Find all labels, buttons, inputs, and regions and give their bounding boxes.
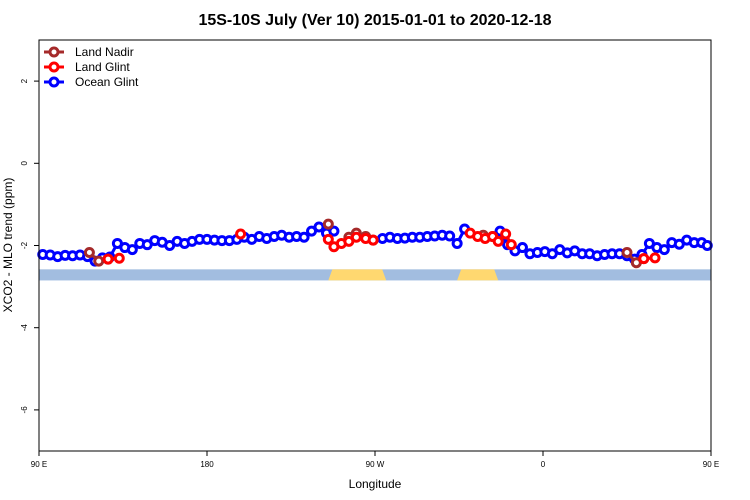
ocean-glint-point <box>516 242 528 254</box>
legend-item-land-nadir: Land Nadir <box>44 45 134 59</box>
land-nadir-point <box>93 255 105 267</box>
x-tick-label: 90 E <box>31 460 47 469</box>
x-tick-label: 90 E <box>703 460 719 469</box>
x-tick-label: 180 <box>200 460 214 469</box>
land-glint-point <box>638 253 650 265</box>
ocean-glint-point <box>451 237 463 249</box>
legend-label: Ocean Glint <box>75 75 139 89</box>
ocean-glint-point <box>701 240 713 251</box>
y-tick-label: -4 <box>20 324 29 332</box>
land-glint-point <box>350 231 362 243</box>
ocean-glint-point <box>444 230 456 242</box>
chart-title: 15S-10S July (Ver 10) 2015-01-01 to 2020… <box>198 12 551 29</box>
legend-swatch-marker <box>48 46 60 58</box>
ocean-glint-point <box>313 221 325 233</box>
y-axis: -6 -4 -2 0 2 <box>20 78 39 413</box>
y-tick-label: -6 <box>20 406 29 414</box>
land-glint-point <box>322 233 334 245</box>
legend-item-land-glint: Land Glint <box>44 60 130 74</box>
legend-swatch-marker <box>48 61 60 73</box>
ocean-glint-point <box>126 244 138 256</box>
ocean-glint-point <box>298 231 310 243</box>
legend-label: Land Nadir <box>75 45 134 59</box>
series-layer <box>37 218 713 269</box>
ocean-glint-point <box>658 244 670 256</box>
x-tick-label: 0 <box>541 460 546 469</box>
surface-band <box>39 269 711 281</box>
land-nadir-point <box>322 218 334 230</box>
land-nadir-point <box>621 246 633 258</box>
land-glint-point <box>649 252 661 264</box>
land-nadir-point <box>83 246 95 258</box>
land-glint-point <box>367 234 379 246</box>
land-band-2 <box>457 269 499 281</box>
ocean-glint-point <box>328 225 340 237</box>
land-band-1 <box>328 269 387 281</box>
legend-swatch-marker <box>48 76 60 88</box>
land-glint-point <box>505 239 517 251</box>
land-glint-point <box>492 235 504 247</box>
land-glint-point <box>235 228 247 240</box>
land-glint-point <box>500 228 512 240</box>
legend-label: Land Glint <box>75 60 130 74</box>
x-axis-label: Longitude <box>349 477 402 491</box>
x-tick-label: 90 W <box>366 460 385 469</box>
land-glint-point <box>102 253 114 265</box>
y-tick-label: 2 <box>20 78 29 83</box>
y-tick-label: -2 <box>20 241 29 249</box>
plot-area <box>37 39 713 452</box>
land-glint-point <box>113 252 125 264</box>
x-axis: 90 E 180 90 W 0 90 E <box>31 451 719 469</box>
legend-item-ocean-glint: Ocean Glint <box>44 75 139 89</box>
y-tick-label: 0 <box>20 161 29 166</box>
y-axis-label: XCO2 - MLO trend (ppm) <box>1 178 15 313</box>
